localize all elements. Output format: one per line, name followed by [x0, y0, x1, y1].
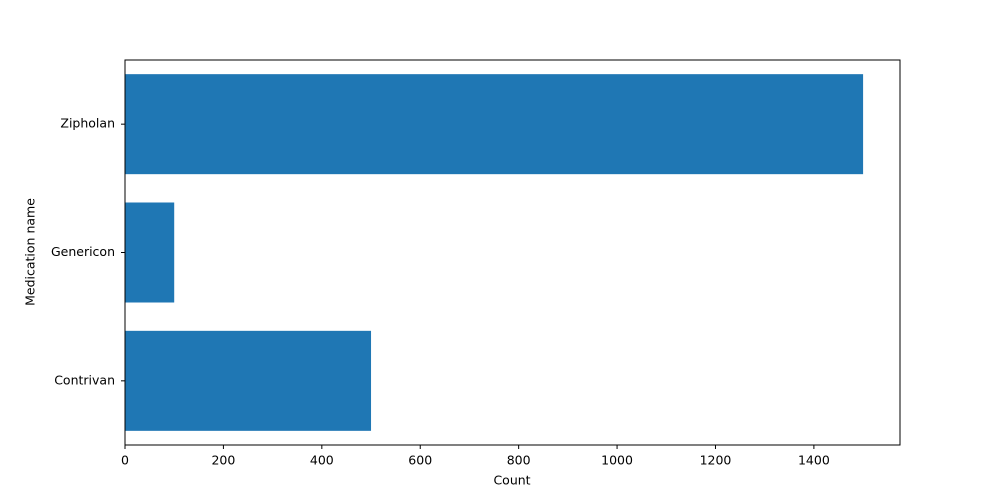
- x-tick-label: 1400: [798, 453, 830, 468]
- bar: [125, 330, 372, 431]
- y-tick-label: Genericon: [51, 244, 115, 259]
- bar: [125, 74, 864, 175]
- y-tick-label: Zipholan: [60, 116, 115, 131]
- x-tick-label: 0: [121, 453, 129, 468]
- y-tick-label: Contrivan: [54, 372, 115, 387]
- bar: [125, 202, 175, 303]
- x-tick-label: 1200: [700, 453, 732, 468]
- x-tick-label: 1000: [601, 453, 633, 468]
- plot-frame: [124, 59, 901, 446]
- y-axis-label: Medication name: [23, 198, 38, 306]
- x-tick-label: 400: [310, 453, 334, 468]
- x-tick-label: 800: [507, 453, 531, 468]
- x-tick-label: 200: [211, 453, 235, 468]
- x-tick-label: 600: [408, 453, 432, 468]
- x-axis-label: Count: [493, 473, 530, 488]
